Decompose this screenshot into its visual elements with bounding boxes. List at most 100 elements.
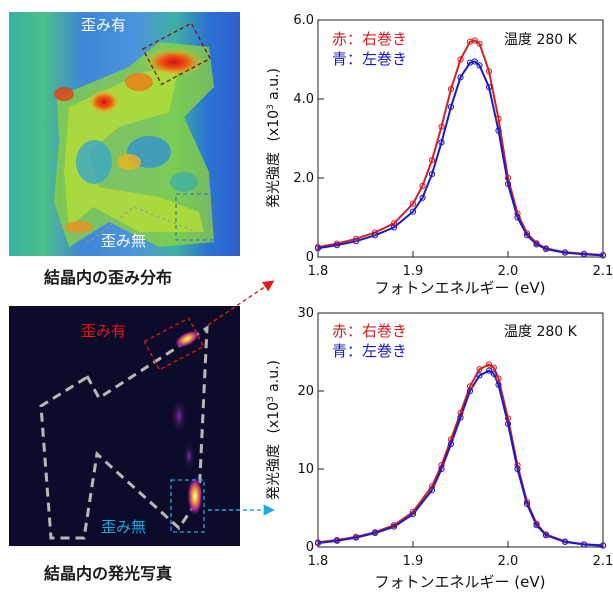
y-axis-label-unit-post: a.u.) bbox=[266, 68, 282, 104]
data-point-blue bbox=[542, 532, 550, 539]
data-point-blue bbox=[599, 252, 607, 259]
data-point-red bbox=[409, 508, 417, 515]
y-axis-label-main: 発光強度 bbox=[266, 444, 282, 500]
data-point-red bbox=[428, 483, 436, 490]
series-line-blue bbox=[317, 369, 604, 547]
data-point-blue bbox=[514, 214, 521, 221]
series-line-blue bbox=[317, 60, 604, 257]
x-tick-label: 2.1 bbox=[593, 264, 613, 279]
data-point-blue bbox=[314, 245, 322, 252]
data-point-blue bbox=[495, 127, 502, 134]
data-point-red bbox=[485, 361, 493, 368]
photo-label-unstrained: 歪み無 bbox=[101, 518, 146, 536]
data-point-blue bbox=[428, 487, 436, 494]
data-point-red bbox=[471, 37, 478, 44]
data-point-red bbox=[514, 462, 521, 469]
data-point-blue bbox=[476, 62, 483, 69]
y-tick-label: 2.0 bbox=[293, 171, 314, 186]
strain-map-panel: 歪み有 歪み無 bbox=[9, 12, 240, 256]
spectrum-chart-unstrained: 0 10 20 30 1.8 1.9 2.0 2.1 赤：右巻き 青：左巻き 温度 280 … bbox=[266, 306, 613, 591]
y-axis-label-unit-pre: (x10 bbox=[266, 110, 282, 142]
photo-unstrained-box bbox=[170, 479, 205, 533]
legend-red: 赤：右巻き bbox=[332, 30, 407, 48]
y-tick-labels: 0 10 20 30 bbox=[297, 306, 314, 555]
data-point-blue bbox=[419, 194, 426, 201]
legend-red: 赤：右巻き bbox=[332, 322, 407, 340]
data-point-blue bbox=[476, 372, 483, 379]
series-lines bbox=[317, 363, 604, 547]
data-point-blue bbox=[485, 84, 493, 91]
series-lines bbox=[317, 39, 604, 257]
y-axis-label-unit-exp: 3 bbox=[266, 104, 276, 110]
data-point-red bbox=[438, 123, 445, 130]
data-point-red bbox=[514, 210, 521, 217]
x-tick-label: 2.1 bbox=[593, 554, 613, 569]
data-point-red bbox=[485, 68, 493, 75]
y-axis-label-unit-pre: (x10 bbox=[266, 402, 282, 434]
data-point-blue bbox=[390, 224, 398, 231]
temperature-annotation: 温度 280 K bbox=[504, 32, 578, 48]
data-point-red bbox=[409, 200, 417, 207]
series-points bbox=[314, 37, 607, 259]
y-axis-label-main: 発光強度 bbox=[266, 152, 282, 208]
data-point-blue bbox=[580, 251, 588, 258]
y-tick-label: 0 bbox=[306, 250, 314, 265]
y-axis-label-unit-exp: 3 bbox=[266, 396, 276, 402]
x-tick-label: 2.0 bbox=[498, 554, 519, 569]
data-point-blue bbox=[599, 542, 607, 549]
photo-label-strained: 歪み有 bbox=[81, 322, 126, 340]
data-point-blue bbox=[561, 538, 569, 545]
photo-image: 歪み有 歪み無 bbox=[9, 306, 240, 546]
data-point-blue bbox=[438, 139, 445, 146]
tick-marks bbox=[317, 19, 604, 258]
data-point-blue bbox=[485, 367, 493, 374]
data-point-blue bbox=[523, 232, 531, 239]
data-point-blue bbox=[495, 381, 502, 388]
data-point-blue bbox=[490, 370, 497, 377]
data-point-blue bbox=[504, 180, 512, 187]
strain-map-label-strained: 歪み有 bbox=[81, 16, 126, 34]
data-point-red bbox=[476, 366, 483, 373]
data-point-blue bbox=[457, 414, 464, 421]
strain-map-caption: 結晶内の歪み分布 bbox=[44, 268, 173, 287]
y-tick-label: 6.0 bbox=[293, 13, 314, 28]
x-tick-label: 1.9 bbox=[403, 264, 424, 279]
plot-frame bbox=[317, 312, 604, 548]
series-line-red bbox=[317, 363, 604, 547]
data-point-blue bbox=[533, 522, 540, 529]
photo-panel: 歪み有 歪み無 bbox=[9, 306, 240, 546]
y-tick-label: 20 bbox=[297, 384, 314, 399]
data-point-blue bbox=[352, 534, 360, 541]
data-point-red bbox=[523, 230, 531, 237]
data-point-blue bbox=[371, 232, 379, 239]
data-point-red bbox=[438, 462, 445, 469]
series-points bbox=[314, 361, 607, 549]
data-point-blue bbox=[333, 242, 341, 249]
data-point-red bbox=[490, 364, 497, 371]
y-tick-label: 30 bbox=[297, 306, 314, 321]
plot-frame bbox=[317, 19, 604, 258]
data-point-blue bbox=[314, 540, 322, 547]
data-point-blue bbox=[542, 246, 550, 253]
y-tick-label: 4.0 bbox=[293, 92, 314, 107]
data-point-blue bbox=[390, 523, 398, 530]
y-tick-label: 10 bbox=[297, 462, 314, 477]
data-point-blue bbox=[428, 171, 436, 178]
data-point-blue bbox=[447, 103, 455, 111]
x-axis-label: フォトンエネルギー (eV) bbox=[375, 279, 546, 297]
data-point-blue bbox=[523, 501, 531, 508]
data-point-blue bbox=[447, 440, 455, 448]
y-axis-label-unit-post: a.u.) bbox=[266, 360, 282, 396]
data-point-red bbox=[523, 498, 531, 505]
data-point-blue bbox=[333, 537, 341, 544]
data-point-red bbox=[495, 375, 502, 382]
data-point-blue bbox=[466, 387, 474, 395]
data-point-red bbox=[352, 235, 360, 242]
x-tick-labels: 1.8 1.9 2.0 2.1 bbox=[308, 264, 613, 279]
photo-strained-box bbox=[143, 317, 205, 371]
y-axis-label: 発光強度 (x103 a.u.) bbox=[266, 360, 282, 500]
temperature-annotation: 温度 280 K bbox=[504, 324, 578, 340]
data-point-blue bbox=[561, 249, 569, 256]
data-point-red bbox=[447, 436, 455, 443]
data-point-red bbox=[476, 40, 483, 47]
